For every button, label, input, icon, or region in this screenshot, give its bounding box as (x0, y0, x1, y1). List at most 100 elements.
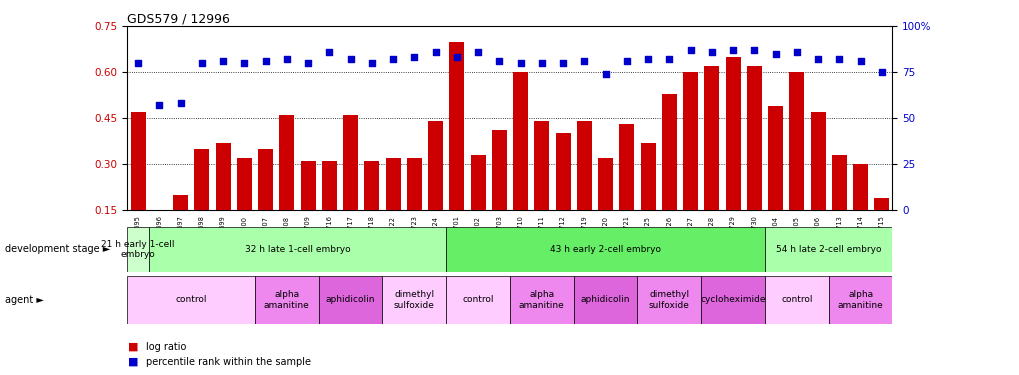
Point (619, 58, 635, 64)
Point (406, 54, 422, 60)
Bar (764, 227, 892, 272)
Point (597, 71, 613, 77)
Text: control: control (781, 296, 812, 304)
Bar (513, 72, 528, 256)
Bar (746, 66, 761, 256)
Bar (510, 276, 573, 324)
Bar (534, 121, 549, 256)
Text: dimethyl
sulfoxide: dimethyl sulfoxide (393, 290, 434, 310)
Point (194, 60, 210, 66)
Bar (470, 155, 485, 256)
Text: GDS579 / 12996: GDS579 / 12996 (127, 12, 230, 25)
Text: control: control (175, 296, 207, 304)
Bar (152, 216, 167, 256)
Bar (446, 276, 510, 324)
Text: aphidicolin: aphidicolin (580, 296, 630, 304)
Point (533, 60, 549, 66)
Text: percentile rank within the sample: percentile rank within the sample (146, 357, 311, 367)
Bar (127, 276, 255, 324)
Text: dimethyl
sulfoxide: dimethyl sulfoxide (648, 290, 689, 310)
Point (278, 56, 294, 62)
Text: aphidicolin: aphidicolin (325, 296, 375, 304)
Point (809, 56, 825, 62)
Point (576, 58, 592, 64)
Bar (661, 94, 677, 256)
Bar (637, 276, 701, 324)
Bar (364, 161, 379, 256)
Text: log ratio: log ratio (146, 342, 186, 352)
Text: 32 h late 1-cell embryo: 32 h late 1-cell embryo (245, 245, 350, 254)
Bar (852, 164, 867, 256)
Bar (127, 227, 149, 272)
Text: cycloheximide: cycloheximide (700, 296, 765, 304)
Bar (491, 130, 506, 256)
Bar (255, 276, 318, 324)
Bar (195, 149, 209, 256)
Bar (173, 195, 187, 256)
Bar (130, 112, 146, 256)
Text: alpha
amanitine: alpha amanitine (264, 290, 310, 310)
Text: development stage ►: development stage ► (5, 244, 110, 254)
Point (703, 49, 719, 55)
Bar (704, 66, 718, 256)
Point (512, 60, 528, 66)
Bar (342, 115, 358, 256)
Bar (577, 121, 591, 256)
Text: agent ►: agent ► (5, 295, 44, 305)
Bar (407, 158, 422, 256)
Bar (385, 158, 400, 256)
Bar (236, 158, 252, 256)
Bar (279, 115, 294, 256)
Point (766, 51, 783, 57)
Bar (382, 276, 446, 324)
Point (491, 58, 507, 64)
Bar (215, 142, 230, 256)
Point (151, 102, 167, 108)
Point (746, 47, 762, 53)
Point (300, 60, 316, 66)
Point (639, 56, 655, 62)
Bar (322, 161, 336, 256)
Text: ■: ■ (127, 357, 138, 367)
Bar (873, 198, 889, 256)
Point (129, 60, 146, 66)
Bar (810, 112, 824, 256)
Point (788, 49, 804, 55)
Bar (832, 155, 846, 256)
Bar (573, 276, 637, 324)
Point (364, 60, 380, 66)
Text: alpha
amanitine: alpha amanitine (519, 290, 565, 310)
Bar (725, 57, 740, 256)
Bar (767, 106, 783, 256)
Bar (555, 134, 570, 256)
Bar (828, 276, 892, 324)
Text: 54 h late 2-cell embryo: 54 h late 2-cell embryo (775, 245, 880, 254)
Point (215, 58, 231, 64)
Bar (449, 42, 464, 256)
Point (257, 58, 273, 64)
Bar (446, 227, 764, 272)
Point (873, 69, 890, 75)
Text: control: control (462, 296, 493, 304)
Point (448, 54, 465, 60)
Bar (619, 124, 634, 256)
Point (682, 47, 698, 53)
Bar (701, 276, 764, 324)
Text: alpha
amanitine: alpha amanitine (837, 290, 882, 310)
Point (470, 49, 486, 55)
Point (554, 60, 571, 66)
Text: 43 h early 2-cell embryo: 43 h early 2-cell embryo (549, 245, 660, 254)
Point (852, 58, 868, 64)
Bar (789, 72, 804, 256)
Point (660, 56, 677, 62)
Bar (640, 142, 655, 256)
Text: ■: ■ (127, 342, 138, 352)
Point (725, 47, 741, 53)
Point (427, 49, 443, 55)
Point (236, 60, 253, 66)
Bar (318, 276, 382, 324)
Point (830, 56, 847, 62)
Bar (428, 121, 442, 256)
Point (321, 49, 337, 55)
Bar (764, 276, 828, 324)
